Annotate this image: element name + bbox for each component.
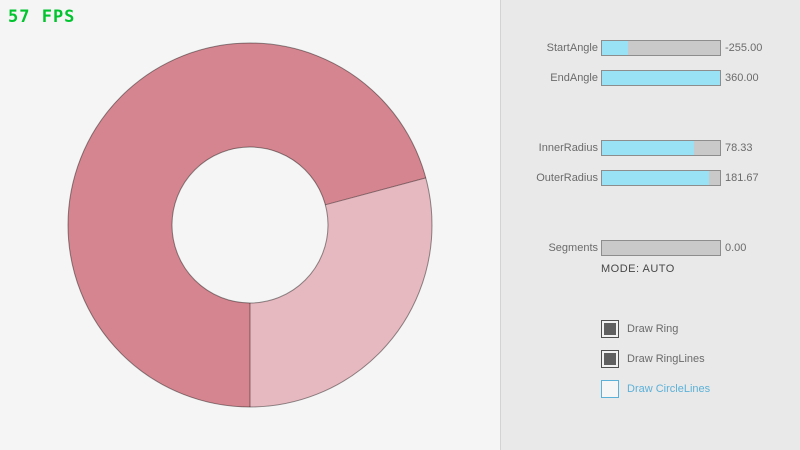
outerradius-value: 181.67 [725,172,759,184]
ring-segment-line-right [325,177,426,206]
endangle-slider-fill [602,71,720,85]
startangle-value: -255.00 [725,42,763,54]
outerradius-label: OuterRadius [536,172,598,184]
slider-row-segments: Segments 0.00 [501,240,800,256]
checkmark-icon [604,323,616,335]
startangle-slider[interactable] [601,40,721,56]
draw-ring-label: Draw Ring [627,323,679,335]
ring-outline-inner-circle [171,146,329,304]
ring-sector-main [68,43,426,408]
draw-ringlines-checkbox[interactable] [601,350,619,368]
segments-slider[interactable] [601,240,721,256]
ring-outline-outer-circle [67,42,433,408]
draw-circlelines-checkbox[interactable] [601,380,619,398]
innerradius-slider-fill [602,141,695,155]
slider-row-outerradius: OuterRadius 181.67 [501,170,800,186]
outerradius-slider[interactable] [601,170,721,186]
endangle-label: EndAngle [550,72,598,84]
mode-text: MODE: AUTO [601,263,675,275]
outerradius-slider-fill [602,171,710,185]
draw-circlelines-label: Draw CircleLines [627,383,711,395]
ring-figure [67,42,433,408]
innerradius-value: 78.33 [725,142,753,154]
innerradius-label: InnerRadius [538,142,598,154]
endangle-slider[interactable] [601,70,721,86]
startangle-label: StartAngle [546,42,598,54]
draw-ringlines-label: Draw RingLines [627,353,705,365]
segments-value: 0.00 [725,242,747,254]
ring-sector-overlap [250,177,433,407]
ring-canvas: 57 FPS [8,7,433,408]
slider-row-innerradius: InnerRadius 78.33 [501,140,800,156]
startangle-slider-fill [602,41,628,55]
checkmark-icon [604,353,616,365]
checkbox-row-draw-circlelines: Draw CircleLines [501,380,800,398]
draw-ring-checkbox[interactable] [601,320,619,338]
innerradius-slider[interactable] [601,140,721,156]
checkbox-row-draw-ringlines: Draw RingLines [501,350,800,368]
checkbox-row-draw-ring: Draw Ring [501,320,800,338]
endangle-value: 360.00 [725,72,759,84]
segments-label: Segments [548,242,598,254]
fps-counter: 57 FPS [8,7,76,27]
controls-panel: StartAngle -255.00 EndAngle 360.00 Inner… [500,0,800,450]
slider-row-startangle: StartAngle -255.00 [501,40,800,56]
slider-row-endangle: EndAngle 360.00 [501,70,800,86]
